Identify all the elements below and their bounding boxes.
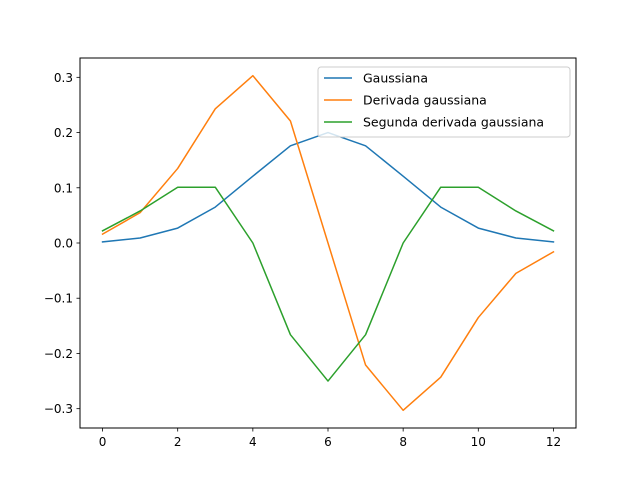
y-axis: −0.3 −0.2 −0.1 0.0 0.1 0.2 0.3 <box>44 71 80 416</box>
legend-label-2: Segunda derivada gaussiana <box>363 115 544 130</box>
series-line-1 <box>101 74 555 412</box>
legend-label-1: Derivada gaussiana <box>363 93 487 108</box>
y-tick-label: 0.3 <box>54 71 73 85</box>
x-tick-label: 10 <box>471 435 486 449</box>
x-tick-label: 4 <box>249 435 257 449</box>
x-tick-label: 0 <box>99 435 107 449</box>
y-tick-label: −0.3 <box>44 402 73 416</box>
x-tick-label: 6 <box>324 435 332 449</box>
y-tick-label: −0.1 <box>44 292 73 306</box>
x-tick-label: 12 <box>546 435 561 449</box>
legend-box <box>317 66 571 138</box>
y-tick-label: 0.1 <box>54 181 73 195</box>
y-tick-label: 0.0 <box>54 237 73 251</box>
y-tick-label: 0.2 <box>54 126 73 140</box>
x-axis: 0 2 4 6 8 10 12 <box>99 428 561 449</box>
x-tick-label: 2 <box>174 435 182 449</box>
y-tick-label: −0.2 <box>44 347 73 361</box>
legend-label-0: Gaussiana <box>363 71 428 86</box>
series-line-2 <box>101 186 555 382</box>
x-tick-label: 8 <box>399 435 407 449</box>
legend: Gaussiana Derivada gaussiana Segunda deriv… <box>317 66 571 138</box>
